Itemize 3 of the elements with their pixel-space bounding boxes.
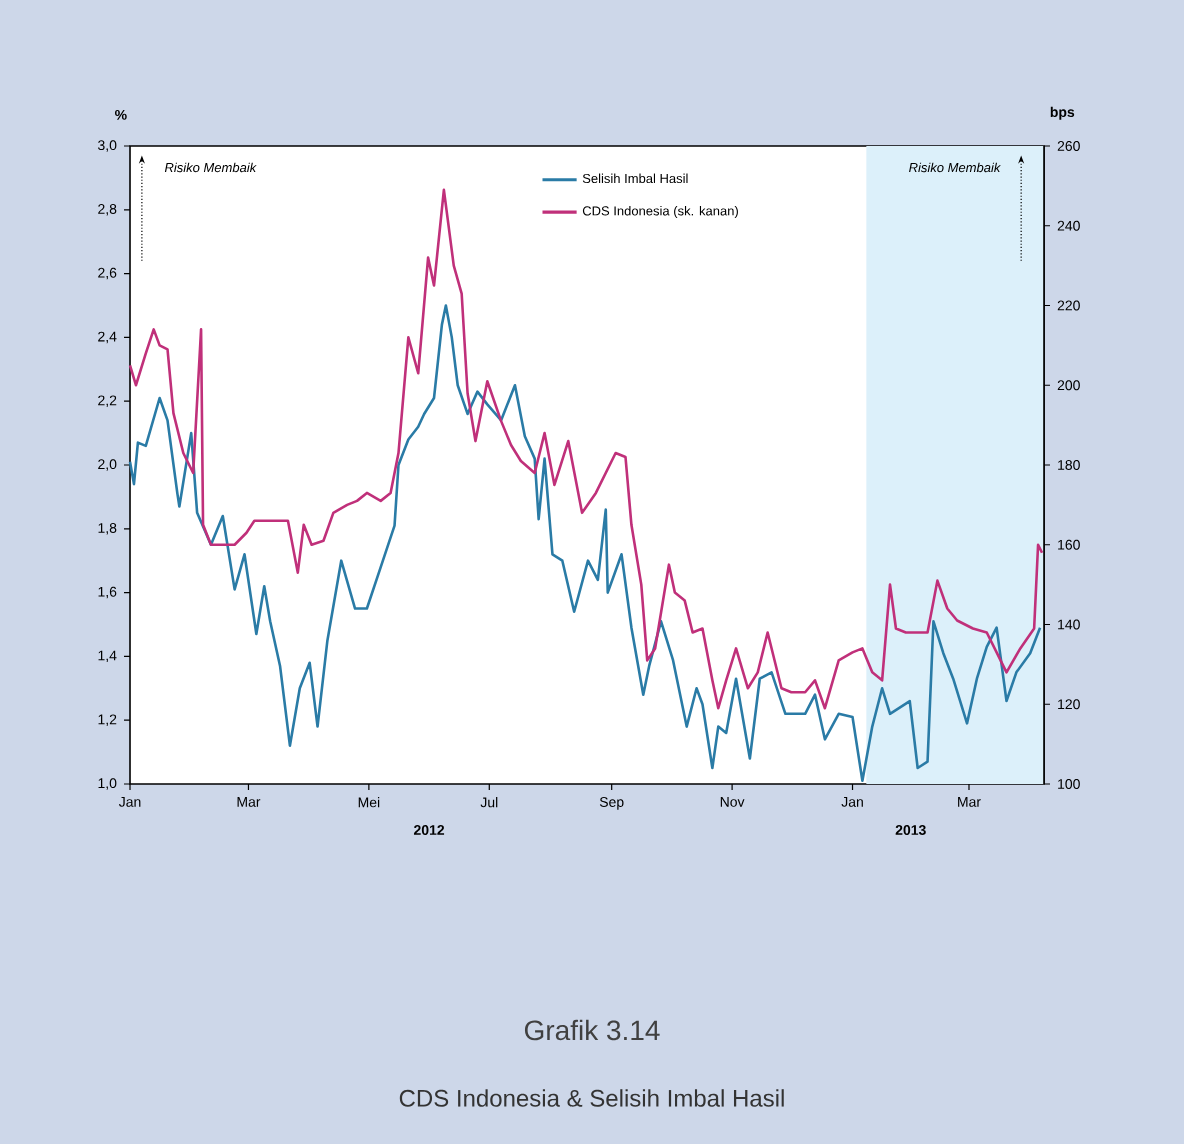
text: CDS Indonesia & Selisih Imbal Hasil (399, 1089, 784, 1107)
text: Grafik 3.14 (524, 1019, 660, 1041)
line-series (128, 304, 1042, 783)
